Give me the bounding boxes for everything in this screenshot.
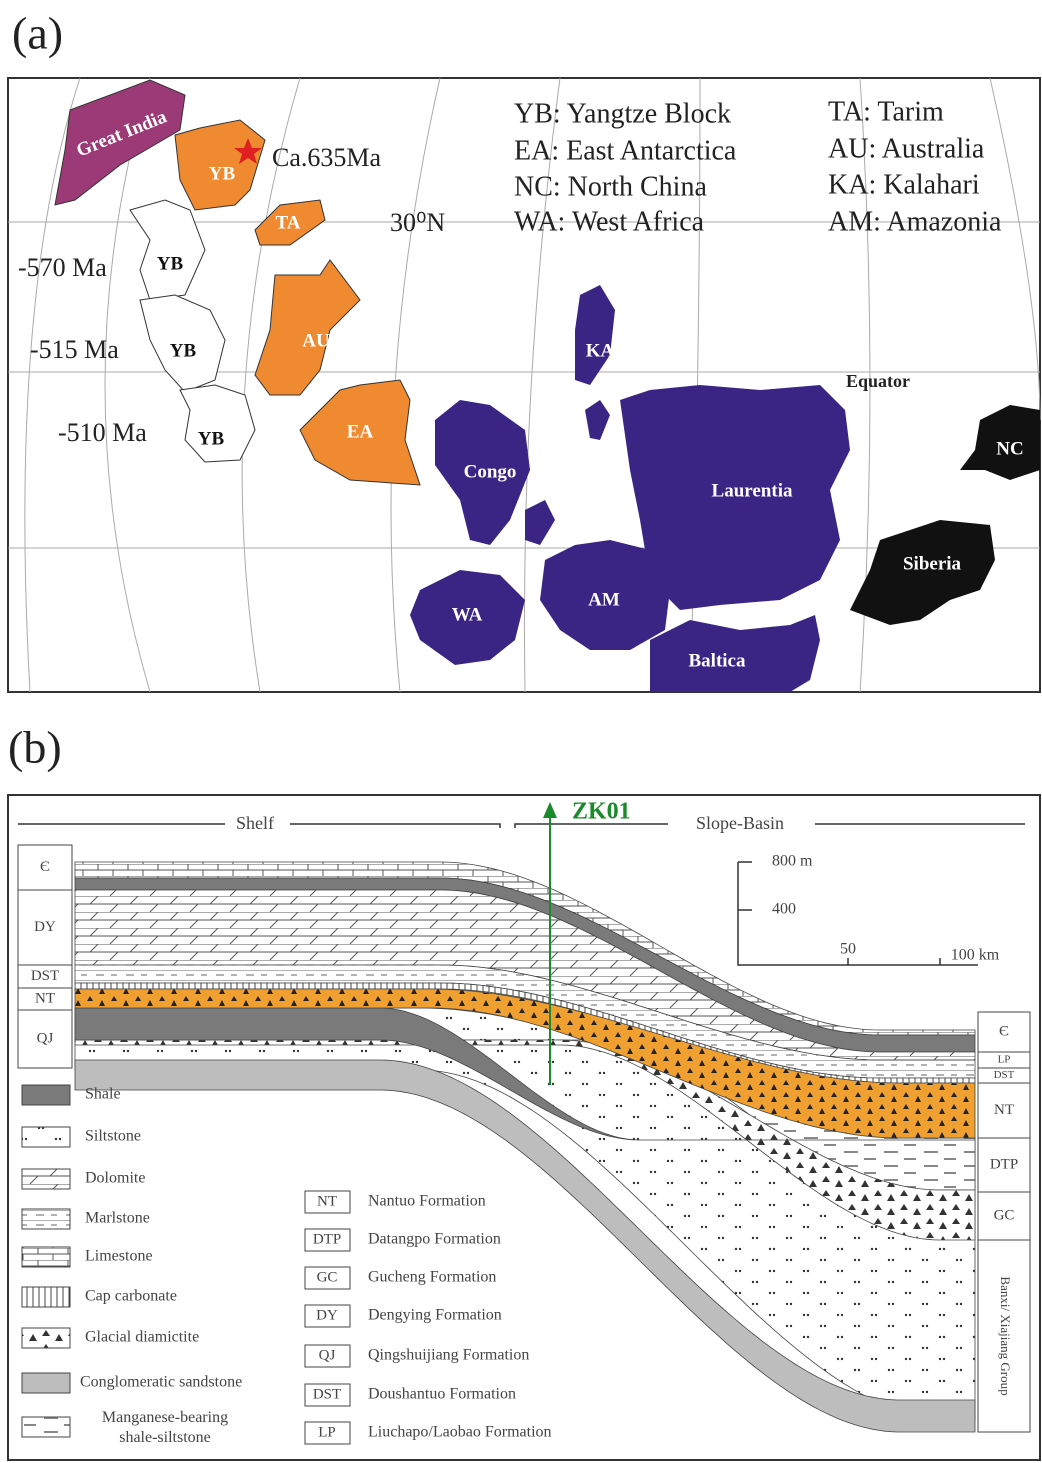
column-label: NT [994,1102,1014,1118]
legend-entry: EA: East Antarctica [514,135,737,166]
legend-label: Cap carbonate [85,1288,177,1305]
legend-label: Siltstone [85,1128,141,1145]
legend-entry: KA: Kalahari [828,169,980,200]
column-label: Є [40,859,50,875]
column-label: DTP [990,1156,1018,1172]
legend-swatch [22,1417,70,1437]
panel-label: (a) [12,8,63,59]
borehole-label: ZK01 [572,799,631,825]
legend-swatch [22,1127,70,1147]
block-label: YB [209,163,236,184]
equator-label: Equator [846,371,910,391]
legend-entry: NC: North China [514,171,707,202]
block-label: Congo [464,461,517,482]
scale-label: 800 m [772,853,813,870]
zone-label: Shelf [236,813,274,833]
legend-entry: AU: Australia [828,133,985,164]
panel-label: (b) [8,722,62,773]
block-label: YB [198,428,225,449]
column-label: LP [998,1054,1011,1066]
legend-swatch [22,1328,70,1348]
block-label: NC [996,438,1023,459]
age-label: -510 Ma [58,418,147,447]
figure: (a) Great India YB TA AU EA KA Congo Lau… [0,0,1042,1463]
formation-code: LP [318,1424,336,1440]
block-label: YB [170,340,197,361]
age-label: -570 Ma [18,253,107,282]
column-label: QJ [37,1030,54,1046]
legend-label: Dolomite [85,1170,145,1187]
legend-swatch [22,1169,70,1189]
legend-label: Marlstone [85,1210,150,1227]
formation-name: Dengying Formation [368,1307,502,1324]
block-label: Laurentia [712,480,793,501]
formation-code: DTP [313,1231,341,1247]
legend-entry: WA: West Africa [514,206,705,237]
legend-label: Conglomeratic sandstone [80,1374,242,1391]
block-label: TA [276,212,301,233]
scale-label: 400 [772,901,796,918]
column-label: Є [999,1023,1009,1039]
block-label: KA [586,340,615,361]
latitude-label: 30⁰N [390,208,445,237]
legend-entry: AM: Amazonia [828,206,1002,237]
formation-name: Nantuo Formation [368,1193,486,1210]
column-label: DST [994,1069,1015,1081]
column-label: DST [31,968,59,984]
column-label: Banxi/ Xiajiang Group [998,1276,1013,1395]
formation-name: Datangpo Formation [368,1231,501,1248]
formation-name: Gucheng Formation [368,1269,496,1286]
age-label: -515 Ma [30,335,119,364]
legend-entry: TA: Tarim [828,96,944,127]
legend-swatch [22,1287,70,1307]
legend-label: Limestone [85,1248,153,1265]
column-label: GC [994,1207,1015,1223]
formation-name: Qingshuijiang Formation [368,1347,529,1364]
legend-label: Shale [85,1086,121,1103]
column-label: DY [34,919,56,935]
formation-code: DY [316,1307,338,1323]
block-label: AU [302,330,330,351]
column-label: NT [35,990,55,1006]
formation-name: Liuchapo/Laobao Formation [368,1424,552,1441]
legend-label: Glacial diamictite [85,1329,199,1346]
block-label: Baltica [689,650,746,671]
formation-code: NT [317,1193,337,1209]
age-label: Ca.635Ma [272,143,382,172]
block-label: WA [452,604,483,625]
legend-swatch [22,1373,70,1393]
zone-label: Slope-Basin [696,813,784,833]
scale-label: 50 [840,941,856,958]
block-label: Siberia [903,553,962,574]
block-label: AM [588,589,620,610]
legend-swatch [22,1085,70,1105]
legend-swatch [22,1209,70,1229]
scale-label: 100 km [951,947,1000,964]
formation-code: GC [317,1269,338,1285]
formation-code: QJ [319,1347,336,1363]
block-label: EA [347,421,374,442]
legend-entry: YB: Yangtze Block [514,98,731,129]
formation-name: Doushantuo Formation [368,1386,516,1403]
legend-swatch [22,1247,70,1267]
block-label: YB [157,253,184,274]
formation-code: DST [313,1386,341,1402]
